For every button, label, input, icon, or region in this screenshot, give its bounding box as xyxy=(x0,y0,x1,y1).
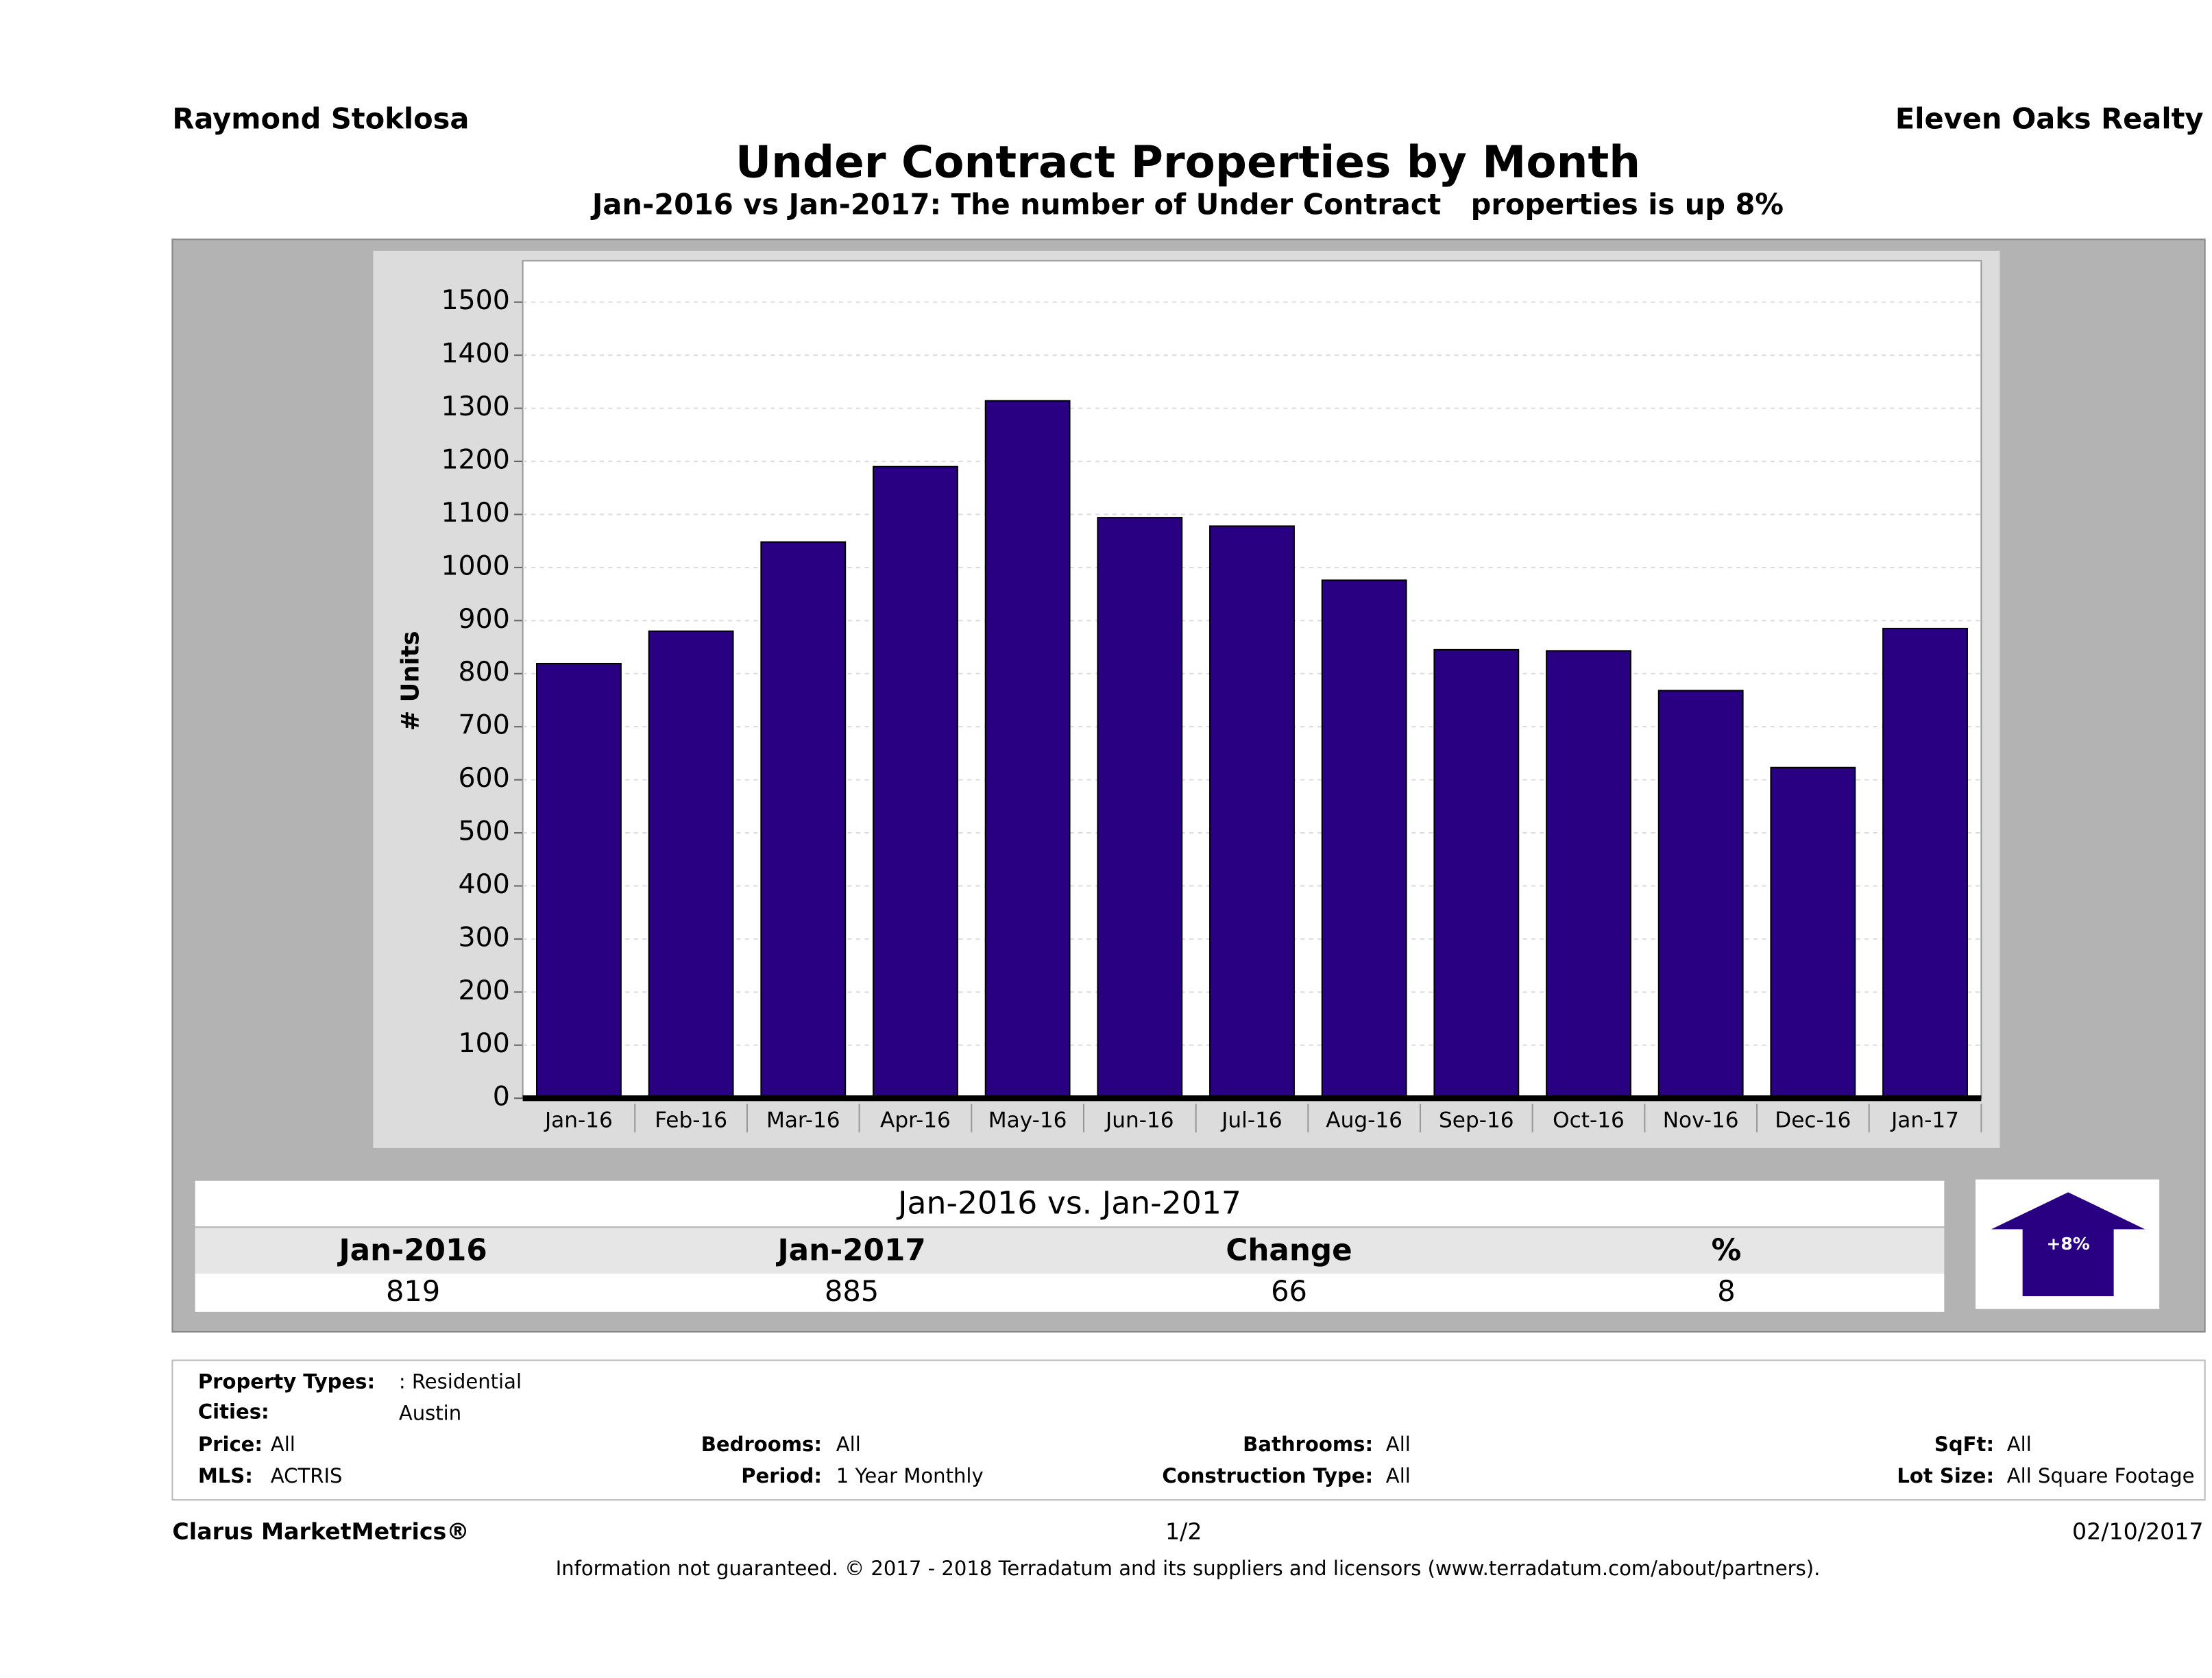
summary-value: 819 xyxy=(386,1274,440,1308)
filter-value: : Residential xyxy=(399,1370,522,1394)
filter-value: All xyxy=(1386,1433,1411,1456)
y-tick-label: 1100 xyxy=(441,497,509,528)
bar xyxy=(1097,517,1183,1099)
y-tick-label: 1400 xyxy=(441,338,509,369)
plot: 0 100 200 300 400 500 600 700 800 900 1000 1100 1200… xyxy=(441,284,1982,1132)
x-tick-label: Apr-16 xyxy=(880,1108,951,1132)
y-tick-label: 800 xyxy=(459,656,510,688)
summary-header-row xyxy=(195,1228,1945,1274)
footer-brand: Clarus MarketMetrics® xyxy=(172,1518,469,1544)
bar xyxy=(984,400,1071,1099)
filter-value: All xyxy=(836,1433,861,1456)
x-tick-label: Nov-16 xyxy=(1663,1108,1739,1132)
y-tick-label: 100 xyxy=(459,1028,510,1059)
x-tick-label: Jul-16 xyxy=(1220,1108,1282,1132)
chart-title: Under Contract Properties by Month xyxy=(736,137,1640,189)
footer-page: 1/2 xyxy=(1165,1518,1202,1544)
summary-value: 8 xyxy=(1717,1274,1735,1308)
bar xyxy=(1657,690,1744,1099)
filter-value: All xyxy=(1386,1464,1411,1487)
x-tick-label: Jan-17 xyxy=(1890,1108,1959,1132)
badge-label: +8% xyxy=(2047,1234,2090,1254)
y-tick-label: 400 xyxy=(459,868,510,900)
bar xyxy=(536,663,622,1099)
bar xyxy=(1209,525,1295,1099)
filter-value: All xyxy=(2007,1433,2032,1456)
x-tick-label: Oct-16 xyxy=(1553,1108,1625,1132)
filter-label: Construction Type: xyxy=(1162,1464,1373,1487)
y-axis-label: # Units xyxy=(397,631,425,731)
x-tick-label: Feb-16 xyxy=(655,1108,727,1132)
x-tick-label: Jan-16 xyxy=(544,1108,613,1132)
y-tick-label: 0 xyxy=(493,1081,510,1112)
filter-label: MLS: xyxy=(198,1464,253,1487)
bar xyxy=(1770,766,1856,1099)
bar xyxy=(1321,579,1407,1099)
filter-label: Bathrooms: xyxy=(1243,1433,1373,1456)
summary-title: Jan-2016 vs. Jan-2017 xyxy=(896,1185,1241,1221)
filter-value: 1 Year Monthly xyxy=(836,1464,984,1487)
y-tick-label: 1000 xyxy=(441,550,509,581)
filter-value: All xyxy=(271,1433,295,1456)
x-tick-label: Mar-16 xyxy=(766,1108,840,1132)
y-tick-label: 900 xyxy=(459,603,510,635)
bar xyxy=(648,630,734,1099)
filter-value: ACTRIS xyxy=(271,1464,343,1487)
office-name: Eleven Oaks Realty xyxy=(1895,102,2204,136)
filter-label: Property Types: xyxy=(198,1370,375,1394)
filter-label: Lot Size: xyxy=(1897,1464,1994,1487)
y-tick-label: 700 xyxy=(459,709,510,741)
y-tick-label: 300 xyxy=(459,921,510,953)
filter-label: Bedrooms: xyxy=(701,1433,822,1456)
bar xyxy=(1546,650,1631,1099)
filter-label: SqFt: xyxy=(1934,1433,1994,1456)
filter-label: Price: xyxy=(198,1433,263,1456)
y-tick-label: 200 xyxy=(459,975,510,1006)
filter-value: Austin xyxy=(399,1401,461,1424)
up-arrow xyxy=(1991,1192,2146,1297)
summary-header: Change xyxy=(1226,1234,1352,1268)
disclaimer: Information not guaranteed. © 2017 - 201… xyxy=(556,1557,1821,1580)
summary-value-row xyxy=(195,1273,1945,1312)
x-tick-label: Jun-16 xyxy=(1104,1108,1174,1132)
y-tick-label: 500 xyxy=(459,816,510,847)
y-tick-label: 1300 xyxy=(441,391,509,422)
summary-header: Jan-2016 xyxy=(337,1234,487,1268)
bar xyxy=(873,465,958,1099)
summary-title-row xyxy=(195,1180,1945,1227)
y-tick-label: 600 xyxy=(459,762,510,794)
filter-box xyxy=(171,1359,2206,1501)
filter-value: All Square Footage xyxy=(2007,1464,2195,1487)
bar xyxy=(1433,648,1520,1099)
filter-label: Cities: xyxy=(198,1400,269,1423)
x-tick-label: Aug-16 xyxy=(1326,1108,1402,1132)
summary-value: 885 xyxy=(825,1274,879,1308)
bar xyxy=(1882,627,1968,1099)
footer-date: 02/10/2017 xyxy=(2072,1518,2204,1544)
filter-label: Period: xyxy=(741,1464,822,1487)
y-tick-label: 1500 xyxy=(441,284,509,316)
summary-header: Jan-2017 xyxy=(775,1234,925,1268)
y-tick-label: 1200 xyxy=(441,444,509,476)
bar xyxy=(760,541,847,1099)
x-tick-label: Sep-16 xyxy=(1439,1108,1514,1132)
chart-subtitle: Jan-2016 vs Jan-2017: The number of Unde… xyxy=(590,187,1784,221)
agent-name: Raymond Stoklosa xyxy=(172,102,469,136)
x-tick-label: May-16 xyxy=(988,1108,1067,1132)
x-tick-label: Dec-16 xyxy=(1775,1108,1851,1132)
summary-value: 66 xyxy=(1271,1274,1307,1308)
summary-header: % xyxy=(1712,1234,1742,1268)
